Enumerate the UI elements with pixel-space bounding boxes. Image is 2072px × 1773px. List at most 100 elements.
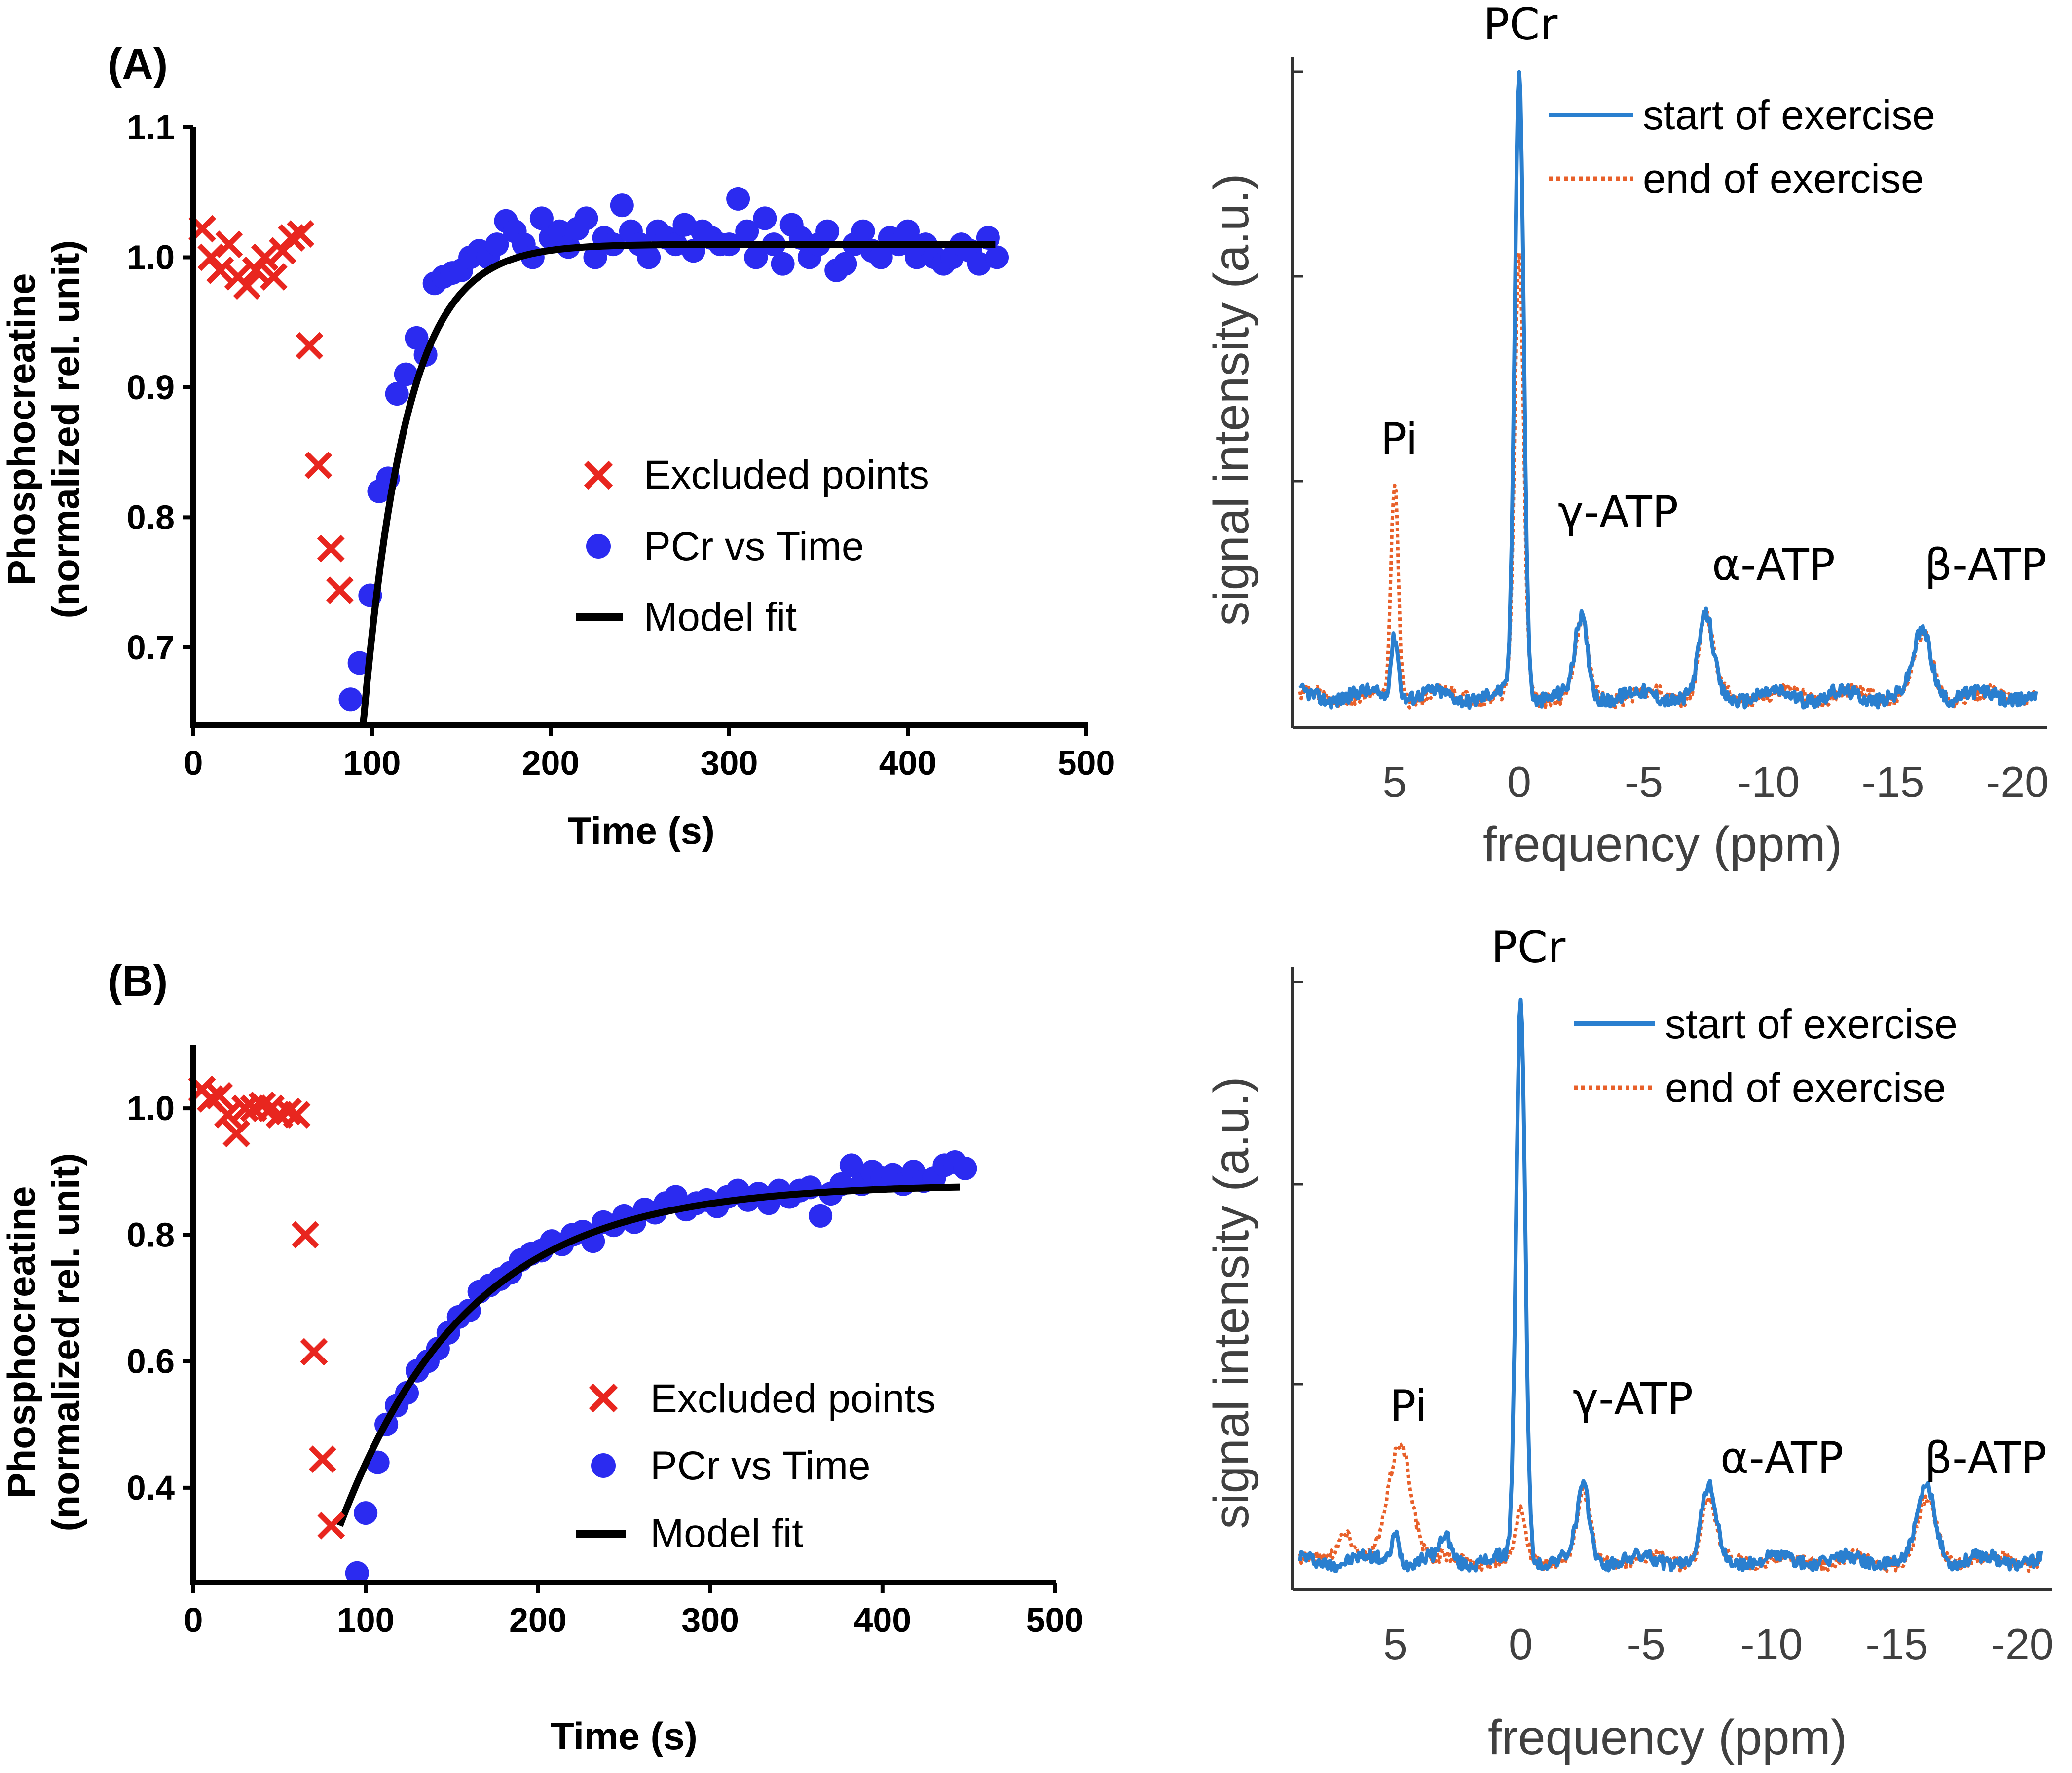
panel-b-x-tick-label: 0 — [184, 1601, 203, 1639]
panel-a-x-axis-title: Time (s) — [568, 809, 715, 852]
panel-b-excluded-point — [274, 1097, 302, 1126]
spectrum-a-x-tick-label: 0 — [1507, 757, 1531, 806]
spectrum-b-x-tick-label: -20 — [1991, 1620, 2054, 1668]
spectrum-b-start-of-exercise-line — [1298, 997, 2043, 1573]
spectrum-b-alpha-atp-label: α-ATP — [1720, 1433, 1844, 1483]
panel-a-pcr-point — [338, 687, 363, 712]
panel-a-x-tick-label: 100 — [343, 744, 401, 782]
panel-a-excluded-point — [326, 576, 354, 604]
panel-a-pcr-point — [771, 252, 795, 276]
panel-b-excluded-point — [317, 1511, 345, 1540]
panel-b-pcr-point — [354, 1501, 378, 1525]
panel-b-y-axis-title-line2: (normalized rel. unit) — [44, 1153, 87, 1531]
panel-a-x-tick-label: 200 — [522, 744, 580, 782]
spectrum-a-x-tick-label: -10 — [1737, 757, 1800, 806]
spectrum-b-legend: start of exercise end of exercise — [1574, 1001, 1958, 1111]
panel-a-pcr-point — [529, 206, 554, 230]
panel-b-pcr-point — [953, 1156, 977, 1180]
panel-a-model-fit-line — [359, 241, 996, 726]
spectrum-a-x-tick-label: 5 — [1383, 757, 1407, 806]
panel-a-pcr-point — [726, 187, 750, 211]
spectrum-a-beta-atp-label: β-ATP — [1924, 539, 2047, 590]
panel-b-label: (B) — [108, 956, 168, 1005]
panel-a-y-tick-label: 0.9 — [127, 368, 175, 407]
panel-a-y-tick-label: 1.1 — [127, 108, 175, 147]
panel-b-y-tick-label: 0.4 — [127, 1469, 175, 1507]
spectrum-b-x-tick-label: -5 — [1627, 1620, 1665, 1668]
panel-b-y-tick-label: 1.0 — [127, 1089, 175, 1128]
spectrum-b-x-tick-label: -15 — [1865, 1620, 1928, 1668]
panel-a-pcr-point — [869, 245, 893, 269]
spectrum-b-x-tick-label: 0 — [1509, 1620, 1533, 1668]
panel-a-pcr-point — [896, 219, 920, 243]
panel-a-pcr-point — [672, 213, 697, 237]
panel-b-model-fit-line — [336, 1183, 961, 1527]
panel-b-x-tick-label: 300 — [681, 1601, 739, 1639]
panel-b-excluded-point — [300, 1338, 328, 1366]
panel-a-pcr-point — [851, 219, 875, 243]
panel-a-x-tick-label: 300 — [701, 744, 758, 782]
spectrum-b-x-tick-label: -10 — [1740, 1620, 1803, 1668]
panel-b-y-tick-label: 0.6 — [127, 1342, 175, 1381]
panel-a-pcr-point — [985, 245, 1009, 269]
panel-a-excluded-point — [296, 332, 324, 360]
panel-a-excluded-point — [260, 263, 288, 291]
panel-a-x-tick-label: 0 — [184, 744, 203, 782]
panel-b-x-tick-label: 100 — [337, 1601, 395, 1639]
panel-a-y-tick-label: 0.8 — [127, 498, 175, 536]
panel-b-legend-pcr-marker — [591, 1453, 616, 1478]
spectrum-a-gamma-atp-label: γ-ATP — [1558, 487, 1678, 537]
panel-b-x-tick-label: 500 — [1026, 1601, 1084, 1639]
panel-b-excluded-point — [248, 1091, 276, 1119]
panel-a-pcr-point — [610, 193, 634, 218]
panel-a-excluded-point — [233, 272, 261, 300]
panel-a-excluded-point — [215, 230, 243, 259]
spectrum-b-legend-end-label: end of exercise — [1665, 1064, 1946, 1111]
spectrum-b-pcr-label: PCr — [1491, 922, 1566, 973]
panel-a-excluded-point — [317, 534, 345, 563]
panel-b-recovery-chart: (B) 0 100 200 300 400 500 0.4 0.6 0.8 1.0 Time (s… — [0, 956, 1083, 1758]
panel-a-y-tick-label: 1.0 — [127, 238, 175, 276]
panel-a-pcr-point — [967, 252, 991, 276]
panel-a-pcr-point — [815, 219, 840, 243]
panel-b-y-axis-title-line1: Phosphocreatine — [0, 1186, 43, 1499]
panel-b-pcr-point — [839, 1153, 863, 1177]
spectrum-a-x-tick-label: -5 — [1625, 757, 1663, 806]
panel-a-legend-pcr-marker — [586, 534, 611, 559]
panel-b-excluded-point — [222, 1120, 251, 1148]
panel-b-excluded-point — [309, 1445, 336, 1473]
panel-b-pcr-point — [809, 1204, 833, 1228]
panel-a-excluded-point — [197, 243, 225, 271]
panel-a-legend-fit-label: Model fit — [644, 595, 797, 640]
panel-a-pcr-point — [833, 252, 857, 276]
spectrum-a-y-axis-title: signal intensity (a.u.) — [1204, 173, 1259, 626]
spectrum-a-x-tick-label: -15 — [1861, 757, 1924, 806]
spectrum-b-y-axis-title: signal intensity (a.u.) — [1204, 1076, 1259, 1529]
panel-b-excluded-point — [292, 1221, 319, 1249]
panel-a-y-axis-title-line1: Phosphocreatine — [0, 273, 43, 586]
panel-a-excluded-point — [304, 452, 333, 479]
panel-a-pcr-point — [394, 362, 418, 386]
panel-b-legend-pcr-label: PCr vs Time — [650, 1443, 870, 1488]
spectrum-a-start-of-exercise-line — [1298, 70, 2038, 710]
panel-a-pcr-point — [385, 382, 409, 406]
panel-b-legend-fit-label: Model fit — [650, 1511, 803, 1556]
panel-a-legend-excluded-marker — [584, 460, 613, 490]
panel-b-excluded-point — [283, 1101, 311, 1129]
spectrum-a-legend: start of exercise end of exercise — [1549, 92, 1935, 202]
panel-b-y-tick-label: 0.8 — [127, 1215, 175, 1254]
spectrum-a-legend-end-label: end of exercise — [1643, 155, 1924, 202]
panel-b-x-tick-label: 400 — [853, 1601, 911, 1639]
spectrum-b-x-tick-label: 5 — [1383, 1620, 1407, 1668]
panel-a-pcr-point — [735, 219, 759, 243]
panel-a-recovery-chart: (A) 0 100 200 300 400 500 0.7 0.8 0.9 1.0 1.1 Time… — [0, 39, 1115, 852]
spectrum-b-gamma-atp-label: γ-ATP — [1573, 1373, 1693, 1424]
spectrum-b-pi-label: Pi — [1390, 1381, 1427, 1432]
panel-b-legend-excluded-marker — [589, 1383, 618, 1413]
panel-b-legend-excluded-label: Excluded points — [650, 1376, 936, 1421]
spectrum-b-x-axis-title: frequency (ppm) — [1488, 1710, 1847, 1765]
panel-a-x-tick-label: 400 — [879, 744, 937, 782]
panel-a-x-tick-label: 500 — [1058, 744, 1115, 782]
panel-b-excluded-point — [214, 1101, 242, 1129]
spectrum-a-legend-start-label: start of exercise — [1643, 92, 1935, 138]
